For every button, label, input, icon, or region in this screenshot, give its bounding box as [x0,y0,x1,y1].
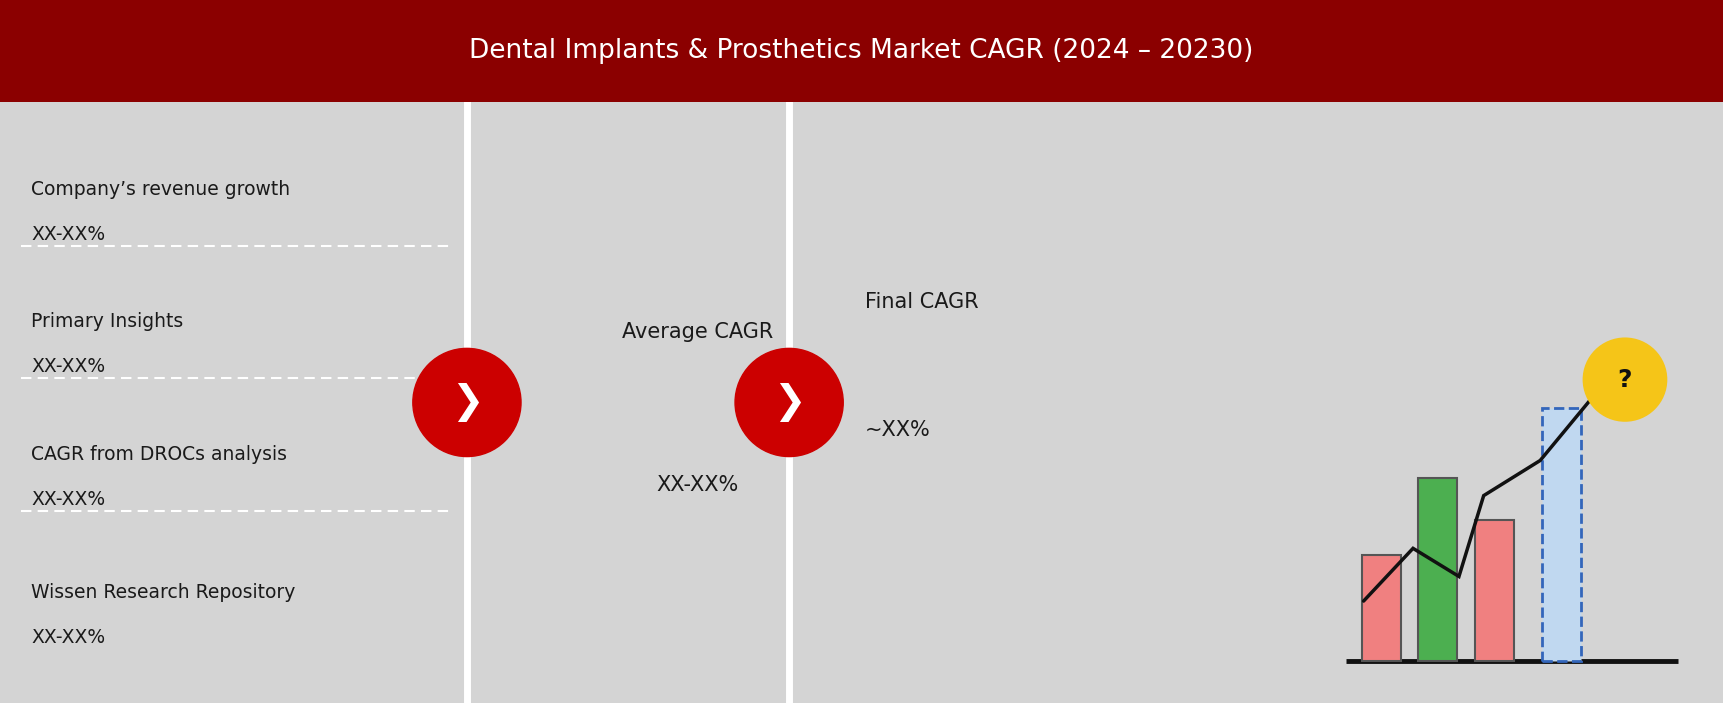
Bar [1361,555,1401,661]
Bar [1542,408,1580,661]
Text: XX-XX%: XX-XX% [656,475,739,495]
Text: ❯: ❯ [774,383,805,422]
Ellipse shape [736,349,843,456]
Text: Final CAGR: Final CAGR [865,292,979,312]
Circle shape [1585,339,1666,420]
Text: Wissen Research Repository: Wissen Research Repository [31,583,295,602]
Text: XX-XX%: XX-XX% [31,225,105,244]
Text: Average CAGR: Average CAGR [622,323,774,342]
Text: ?: ? [1618,368,1632,392]
Text: XX-XX%: XX-XX% [31,357,105,376]
Bar [1475,520,1515,661]
Text: ❯: ❯ [451,383,482,422]
Text: ~XX%: ~XX% [865,420,930,441]
Text: CAGR from DROCs analysis: CAGR from DROCs analysis [31,444,288,463]
Ellipse shape [414,349,520,456]
Text: Primary Insights: Primary Insights [31,312,183,331]
Text: XX-XX%: XX-XX% [31,628,105,647]
Text: Dental Implants & Prosthetics Market CAGR (2024 – 20230): Dental Implants & Prosthetics Market CAG… [469,38,1254,64]
FancyBboxPatch shape [0,0,1723,102]
Text: XX-XX%: XX-XX% [31,489,105,509]
Bar [1418,478,1458,661]
Text: Company’s revenue growth: Company’s revenue growth [31,180,289,199]
